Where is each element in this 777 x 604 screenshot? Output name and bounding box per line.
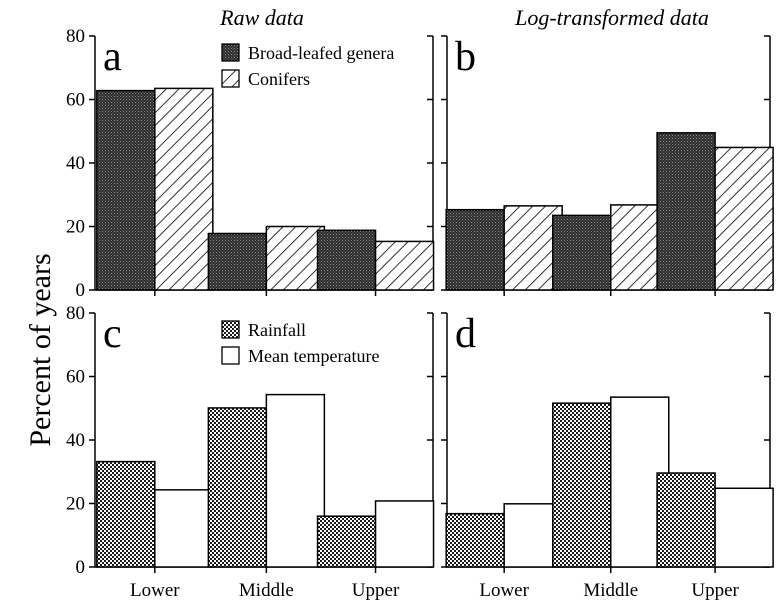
y-tick-label: 20 [66,217,85,238]
legend-label: Broad-leafed genera [248,43,394,63]
legend-swatch-conifers [221,69,240,88]
x-tick-label: Upper [691,580,739,601]
y-tick-label: 40 [66,153,85,174]
bar-c-mean-temperature-0 [154,489,214,568]
y-tick-label: 40 [66,430,85,451]
bar-b-conifers-2 [714,146,774,291]
panel-letter-b: b [455,34,476,80]
legend-label: Rainfall [248,320,306,340]
bar-d-rainfall-2 [656,472,716,568]
bar-c-rainfall-2 [316,515,377,568]
panel-b: b [441,34,774,296]
legend-swatch-mean-temperature [221,346,240,365]
x-tick-label: Middle [583,580,638,601]
bar-c-mean-temperature-2 [374,500,435,568]
bar-c-mean-temperature-1 [265,393,326,568]
panels-group: 0 20 40 60 80 a Broad-leafed genera Conifers b 0 2… [66,26,774,601]
bar-b-broad-leafed-genera-2 [656,132,716,291]
y-tick-label: 20 [66,494,85,515]
panel-c: 0 20 40 60 80 Lower Middle Upper c Rainfall Mean t… [66,303,435,601]
bar-b-broad-leafed-genera-1 [552,214,612,291]
x-tick-label: Middle [239,580,294,601]
column-title-raw: Raw data [219,5,304,30]
column-title-log: Log-transformed data [514,5,709,30]
legend-label: Conifers [248,69,310,89]
bar-a-broad-leafed-genera-1 [207,232,268,291]
bar-d-rainfall-1 [552,402,612,568]
x-tick-label: Upper [352,580,400,601]
legend-swatch-rainfall [221,320,240,339]
bar-a-conifers-0 [154,87,214,291]
panel-letter-c: c [103,311,122,357]
bar-d-mean-temperature-2 [714,487,774,568]
y-axis-label: Percent of years [24,253,57,446]
panel-letter-d: d [455,311,476,357]
y-tick-label: 60 [66,90,85,111]
y-tick-label: 80 [66,26,85,47]
panel-d: Lower Middle Upper d [441,311,774,601]
y-tick-label: 80 [66,303,85,324]
bar-a-conifers-1 [265,225,326,291]
legend-label: Mean temperature [248,346,379,366]
bar-a-broad-leafed-genera-2 [316,229,377,291]
y-tick-label: 0 [76,280,86,301]
x-tick-label: Lower [479,580,529,601]
bar-c-rainfall-0 [96,460,156,568]
y-tick-label: 0 [76,557,86,578]
legend-swatch-broad-leafed-genera [221,43,240,62]
panel-a: 0 20 40 60 80 a Broad-leafed genera Conifers [66,26,435,301]
x-tick-label: Lower [130,580,180,601]
bar-a-conifers-2 [374,240,435,291]
bar-d-rainfall-0 [445,512,505,568]
bar-a-broad-leafed-genera-0 [96,89,156,291]
y-tick-label: 60 [66,367,85,388]
bar-b-broad-leafed-genera-0 [445,208,505,291]
bar-c-rainfall-1 [207,407,268,568]
panel-letter-a: a [103,34,122,80]
